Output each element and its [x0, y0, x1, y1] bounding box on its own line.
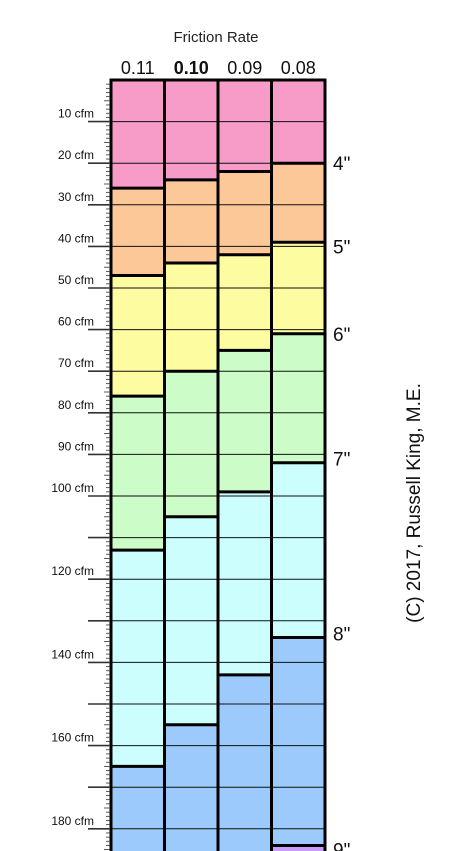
- column-label-0-11: 0.11: [121, 58, 155, 78]
- cfm-tick-label: 60 cfm: [58, 315, 94, 329]
- duct-size-label: 8": [333, 624, 350, 645]
- cell-0-11-size-1: [111, 188, 165, 276]
- cell-0-08-size-4: [271, 462, 325, 638]
- cell-0-08-size-6: [271, 845, 325, 851]
- cell-0-08-size-5: [271, 637, 325, 846]
- cfm-tick-label: 120 cfm: [51, 564, 94, 578]
- cell-0-10-size-5: [164, 724, 218, 851]
- copyright-text: (C) 2017, Russell King, M.E.: [404, 383, 425, 623]
- cell-0-11-size-2: [111, 275, 165, 397]
- cfm-tick-label: 100 cfm: [51, 481, 94, 495]
- column-label-0-10: 0.10: [174, 58, 209, 78]
- duct-size-cells: [111, 80, 325, 851]
- duct-size-label: 4": [333, 154, 350, 175]
- cell-0-09-size-5: [218, 674, 272, 851]
- cell-0-10-size-2: [164, 263, 218, 372]
- cfm-tick-label: 40 cfm: [58, 231, 94, 245]
- column-label-0-09: 0.09: [227, 58, 262, 78]
- column-labels: 0.11 0.10 0.09 0.08: [121, 58, 316, 78]
- cell-0-11-size-4: [111, 550, 165, 767]
- cfm-tick-label: 140 cfm: [51, 647, 94, 661]
- cell-0-10-size-0: [164, 80, 218, 180]
- cell-0-09-size-3: [218, 350, 272, 492]
- cell-0-09-size-1: [218, 171, 272, 255]
- cell-0-09-size-2: [218, 254, 272, 351]
- column-label-0-08: 0.08: [281, 58, 316, 78]
- duct-size-label: 5": [333, 237, 350, 258]
- cfm-tick-label: 50 cfm: [58, 273, 94, 287]
- duct-size-labels: 4" 5" 6" 7" 8" 9": [333, 154, 350, 851]
- cell-0-11-size-5: [111, 766, 165, 851]
- cell-0-09-size-0: [218, 80, 272, 172]
- cfm-tick-label: 180 cfm: [51, 814, 94, 828]
- cell-0-11-size-3: [111, 396, 165, 551]
- duct-size-borders: [109, 78, 327, 851]
- cfm-axis: 10 cfm 20 cfm 30 cfm 40 cfm 50 cfm 60 cfm 70 c…: [51, 83, 110, 850]
- cfm-tick-label: 30 cfm: [58, 190, 94, 204]
- cell-0-08-size-3: [271, 333, 325, 463]
- duct-size-label: 9": [333, 841, 350, 851]
- cfm-tick-label: 160 cfm: [51, 731, 94, 745]
- cell-0-10-size-1: [164, 179, 218, 264]
- cell-0-09-size-4: [218, 491, 272, 675]
- cell-0-08-size-1: [271, 163, 325, 243]
- cfm-tick-label: 80 cfm: [58, 398, 94, 412]
- cfm-tick-label: 70 cfm: [58, 356, 94, 370]
- cell-0-11-size-0: [111, 80, 165, 189]
- cfm-tick-label: 90 cfm: [58, 439, 94, 453]
- cell-0-10-size-3: [164, 371, 218, 517]
- cfm-tick-label: 10 cfm: [58, 107, 94, 121]
- chart-title: Friction Rate: [173, 29, 258, 46]
- cfm-tick-label: 20 cfm: [58, 148, 94, 162]
- duct-size-label: 6": [333, 325, 350, 346]
- duct-size-label: 7": [333, 450, 350, 471]
